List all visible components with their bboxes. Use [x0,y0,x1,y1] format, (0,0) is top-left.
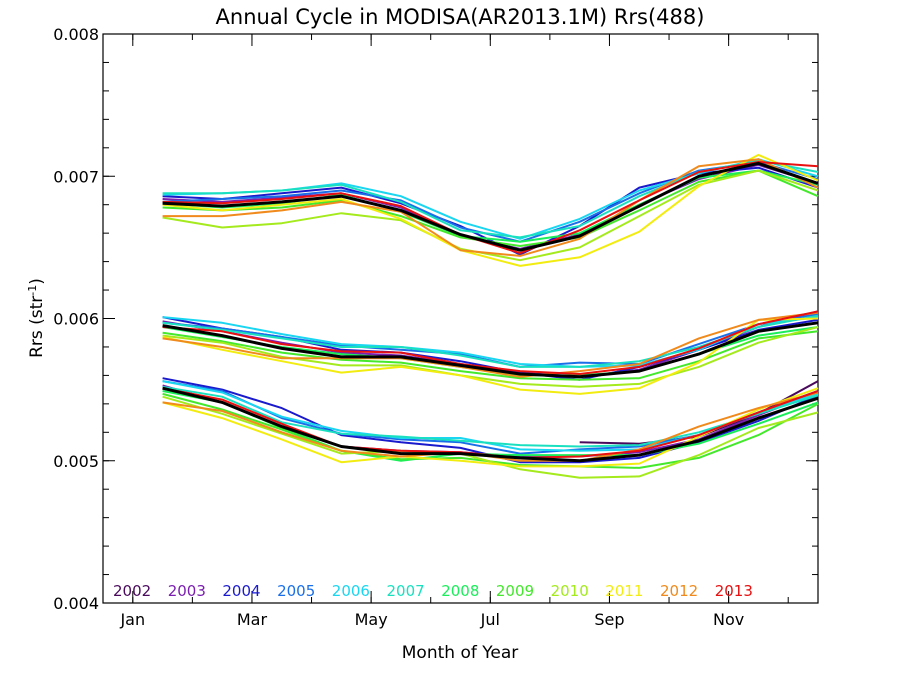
series-line-2007 [162,385,819,448]
series-line-2011 [162,153,819,267]
y-tick-label: 0.005 [53,452,99,471]
series-line-2011 [162,317,819,395]
chart-title: Annual Cycle in MODISA(AR2013.1M) Rrs(48… [216,5,705,29]
x-axis-ticks: Jan Mar May Jul Sep Nov [119,34,789,629]
x-tick-label: Sep [594,610,624,629]
series-line-2013 [162,310,819,375]
y-axis-label-superscript: -1 [26,285,39,296]
series-lines [162,153,819,479]
legend-item-2006: 2006 [332,582,370,600]
x-axis-label: Month of Year [402,643,518,663]
legend-item-2005: 2005 [277,582,315,600]
plot-border [102,33,819,604]
x-tick-label: May [355,610,388,629]
series-line-2012 [162,311,819,378]
series-line-2012 [162,158,819,257]
series-line-2006 [162,316,819,368]
x-tick-label: Jan [119,610,145,629]
mean-series-line [162,321,819,379]
y-axis-label-suffix: ) [27,278,47,285]
legend-item-2013: 2013 [715,582,753,600]
x-tick-label: Jul [480,610,500,629]
x-tick-label: Mar [237,610,268,629]
y-tick-label: 0.006 [53,310,99,329]
legend-item-2009: 2009 [496,582,534,600]
series-line-2010 [162,169,819,262]
series-line-2009 [162,330,819,381]
y-axis-label-main: Rrs (str [27,296,47,358]
y-tick-label: 0.007 [53,167,99,186]
legend-item-2004: 2004 [222,582,260,600]
legend-item-2008: 2008 [441,582,479,600]
legend-item-2010: 2010 [551,582,589,600]
y-axis-label: Rrs (str-1) [26,278,48,358]
mean-series-line [162,386,819,463]
y-axis-ticks: 0.004 0.005 0.006 0.007 0.008 [53,25,818,613]
legend-item-2007: 2007 [387,582,425,600]
legend-item-2012: 2012 [660,582,698,600]
legend: 2002 2003 2004 2005 2006 2007 2008 2009 2010 2011… [113,582,753,600]
y-tick-label: 0.004 [53,594,99,613]
mean-series-line [162,161,819,252]
legend-item-2011: 2011 [605,582,643,600]
series-line-2010 [162,395,819,479]
x-tick-label: Nov [713,610,744,629]
y-tick-label: 0.008 [53,25,99,44]
legend-item-2002: 2002 [113,582,151,600]
series-line-2010 [162,326,819,388]
plot-area [102,33,819,604]
series-line-2004 [162,166,819,256]
legend-item-2003: 2003 [168,582,206,600]
